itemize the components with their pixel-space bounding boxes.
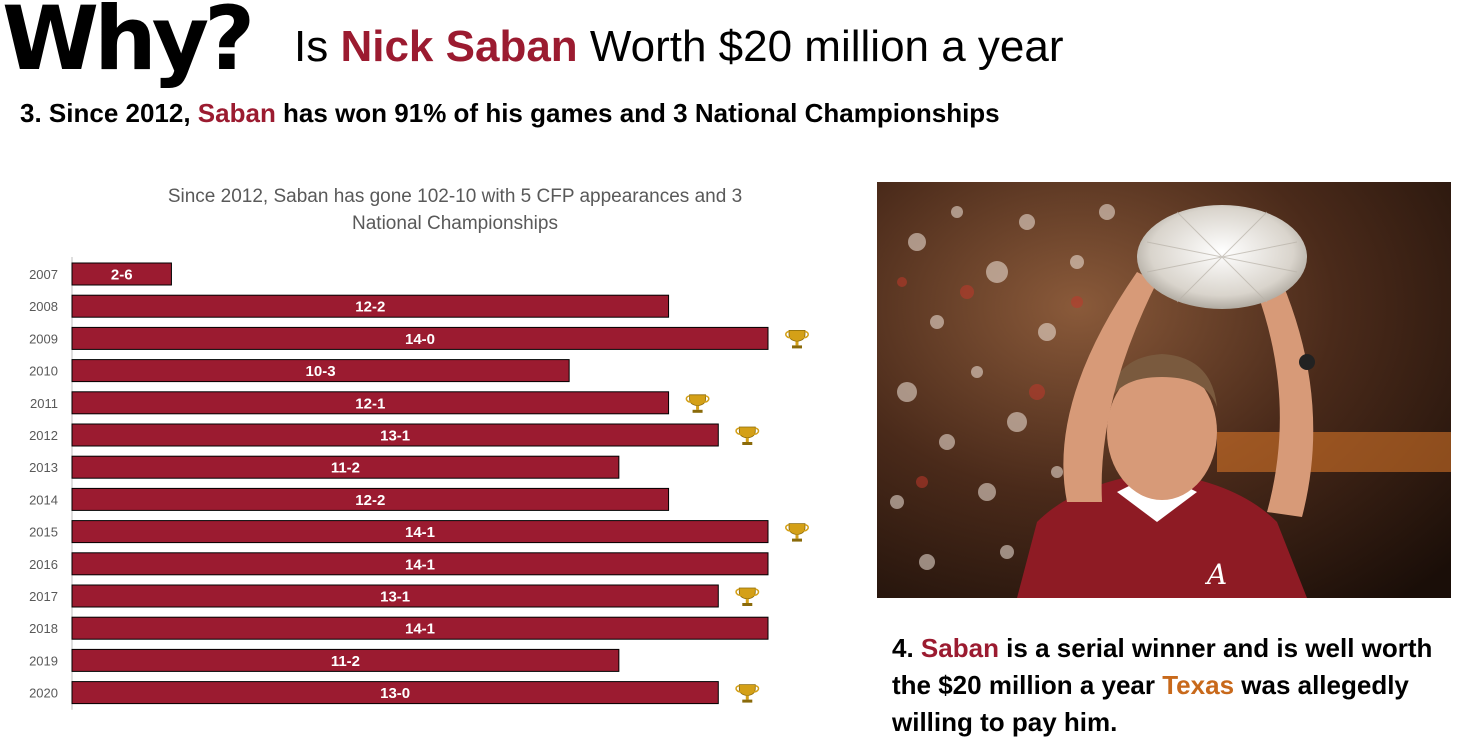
trophy-part — [792, 345, 802, 349]
bar — [71, 294, 670, 318]
trophy-part — [738, 684, 756, 697]
bar — [71, 359, 570, 383]
y-tick-label: 2019 — [29, 653, 58, 668]
point-4-mid: is a serial winner and is well worth the… — [892, 633, 1433, 700]
trophy-part — [745, 599, 749, 603]
trophy-part — [689, 394, 706, 407]
trophy-icon — [785, 329, 809, 349]
trophy-part — [696, 405, 700, 410]
headline: Is Nick Saban Worth $20 million a year — [294, 22, 1064, 72]
trophy-part — [735, 588, 742, 596]
trophy-part — [735, 684, 742, 693]
data-label: 12-1 — [355, 395, 385, 412]
trophy-part — [795, 341, 799, 346]
trophy-part — [692, 409, 703, 413]
trophy-part — [735, 427, 742, 435]
data-label: 14-1 — [405, 621, 435, 638]
trophy-part — [742, 442, 753, 445]
point-3-name: Saban — [197, 98, 276, 128]
trophy-part — [785, 330, 792, 339]
record-chart: Since 2012, Saban has gone 102-10 with 5… — [0, 175, 860, 720]
y-tick-label: 2012 — [29, 428, 58, 443]
bar — [71, 681, 719, 705]
trophy-icon — [785, 523, 809, 542]
trophy-part — [685, 395, 692, 403]
data-label: 13-1 — [380, 428, 410, 445]
y-tick-label: 2016 — [29, 557, 58, 572]
trophy-part — [802, 523, 809, 532]
saban-trophy-photo: A — [877, 182, 1451, 598]
trophy-celebration-photo-icon: A — [877, 182, 1451, 598]
y-tick-label: 2008 — [29, 299, 58, 314]
point-3-prefix: 3. Since 2012, — [20, 98, 198, 128]
data-label: 2-6 — [111, 267, 133, 284]
headline-prefix: Is — [294, 22, 341, 71]
trophy-icon — [685, 394, 710, 413]
bar — [71, 262, 172, 286]
y-tick-label: 2020 — [29, 686, 58, 701]
point-3-suffix: has won 91% of his games and 3 National … — [275, 98, 1000, 128]
trophy-part — [738, 587, 756, 600]
bar — [71, 391, 670, 415]
chart-title: Since 2012, Saban has gone 102-10 with 5… — [167, 186, 743, 234]
bar — [71, 584, 719, 608]
trophy-icon — [735, 587, 760, 606]
headline-suffix: Worth $20 million a year — [577, 22, 1064, 71]
headline-name: Nick Saban — [340, 22, 578, 71]
y-tick-label: 2010 — [29, 364, 58, 379]
trophy-part — [795, 534, 799, 539]
trophy-part — [742, 699, 753, 703]
bar — [71, 648, 620, 672]
trophy-part — [792, 538, 802, 542]
data-label: 13-0 — [380, 685, 410, 702]
point-3-text: 3. Since 2012, Saban has won 91% of his … — [20, 98, 1000, 129]
y-tick-label: 2018 — [29, 621, 58, 636]
bar — [71, 552, 769, 576]
trophy-part — [753, 427, 760, 435]
trophy-part — [753, 588, 760, 596]
data-label: 14-1 — [405, 524, 435, 541]
point-4-suffix: was allegedly willing to pay him. — [892, 670, 1409, 737]
bar — [71, 326, 769, 350]
data-label: 13-1 — [380, 589, 410, 606]
svg-text:A: A — [1204, 558, 1227, 591]
bar — [71, 455, 620, 479]
point-4-prefix: 4. — [892, 633, 921, 663]
data-label: 11-2 — [331, 460, 360, 477]
trophy-part — [788, 523, 806, 536]
trophy-part — [745, 695, 749, 700]
point-4-name: Saban — [920, 633, 999, 663]
trophy-part — [742, 603, 753, 606]
data-label: 12-2 — [355, 492, 385, 509]
why-logo: Why? — [2, 0, 255, 90]
trophy-part — [738, 426, 756, 439]
trophy-part — [785, 523, 792, 532]
y-tick-label: 2013 — [29, 460, 58, 475]
trophy-icon — [735, 426, 760, 445]
y-tick-label: 2015 — [29, 525, 58, 540]
trophy-part — [753, 684, 760, 693]
y-tick-label: 2014 — [29, 492, 58, 507]
trophy-part — [703, 395, 710, 403]
trophy-part — [788, 329, 806, 342]
data-label: 11-2 — [331, 653, 360, 670]
data-label: 10-3 — [306, 363, 336, 380]
y-tick-label: 2009 — [29, 331, 58, 346]
bar — [71, 616, 769, 640]
bar — [71, 487, 670, 511]
point-4-text: 4. Saban is a serial winner and is well … — [892, 630, 1452, 741]
y-tick-label: 2007 — [29, 267, 58, 282]
bar — [71, 520, 769, 544]
trophy-part — [802, 330, 809, 339]
y-tick-label: 2017 — [29, 589, 58, 604]
data-label: 14-0 — [405, 331, 435, 348]
trophy-part — [745, 438, 749, 442]
y-tick-label: 2011 — [30, 396, 58, 411]
data-label: 14-1 — [405, 556, 435, 573]
bar-chart-svg: 2007 2-6 2008 12-2 2009 14-0 2010 10-3 2011 12-1 2… — [29, 257, 809, 710]
point-4-team: Texas — [1162, 670, 1235, 700]
bar — [71, 423, 719, 447]
data-label: 12-2 — [355, 299, 385, 316]
trophy-icon — [735, 684, 760, 703]
